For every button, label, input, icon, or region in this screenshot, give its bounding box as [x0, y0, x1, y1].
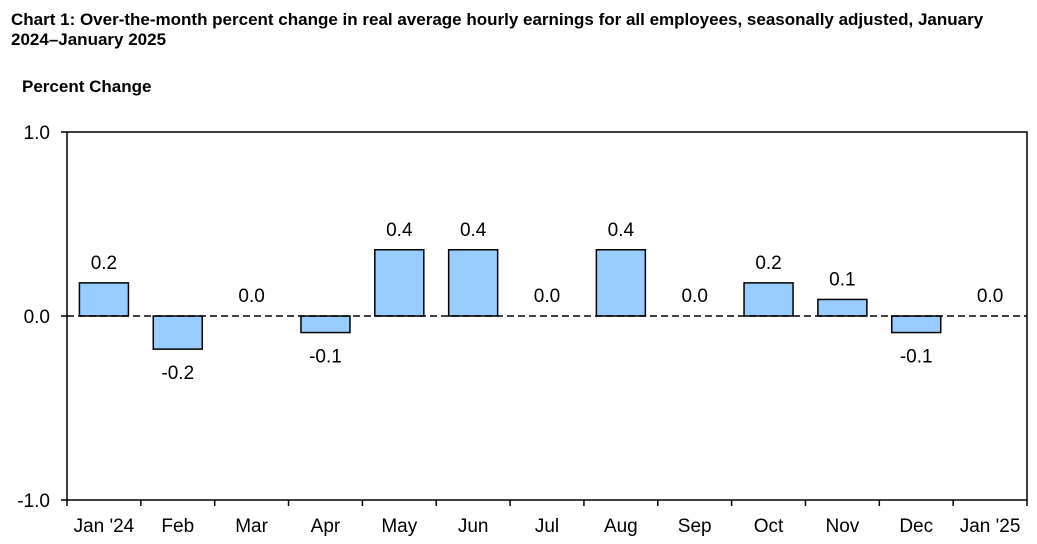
bar: [300, 315, 351, 334]
data-label: 0.4: [460, 220, 487, 241]
bar: [890, 315, 942, 334]
x-tick-label: Nov: [825, 516, 859, 537]
data-label: 0.0: [977, 286, 1003, 307]
x-tick-label: Sep: [678, 516, 712, 537]
x-tick-label: Dec: [899, 516, 933, 537]
y-tick-label: -1.0: [17, 491, 50, 512]
data-label: 0.1: [829, 269, 855, 290]
data-label: 0.4: [386, 220, 413, 241]
x-tick-label: Mar: [235, 516, 268, 537]
data-label: -0.1: [900, 347, 933, 368]
x-tick-label: Aug: [604, 516, 638, 537]
y-axis-label: Percent Change: [22, 77, 152, 96]
x-tick-label: Jan '25: [960, 516, 1021, 537]
x-tick-label: Jun: [458, 516, 489, 537]
data-label: -0.2: [161, 363, 194, 384]
chart-title: Chart 1: Over-the-month percent change i…: [11, 10, 984, 49]
data-label: -0.1: [309, 347, 342, 368]
bar: [743, 282, 794, 317]
data-label: 0.2: [91, 253, 117, 274]
data-label: 0.2: [755, 253, 781, 274]
data-label: 0.0: [534, 286, 560, 307]
data-label: 0.0: [238, 286, 264, 307]
x-tick-label: Jul: [535, 516, 559, 537]
bar: [374, 249, 425, 317]
bar: [595, 249, 647, 317]
bar: [152, 315, 204, 350]
data-label: 0.0: [681, 286, 707, 307]
bar: [817, 298, 868, 317]
x-tick-label: Oct: [754, 516, 784, 537]
bar: [447, 249, 499, 317]
x-tick-label: Feb: [161, 516, 194, 537]
x-tick-label: Jan '24: [74, 516, 135, 537]
y-tick-label: 0.0: [24, 307, 50, 328]
bar: [78, 282, 130, 317]
x-tick-label: May: [381, 516, 417, 537]
data-label: 0.4: [608, 220, 635, 241]
y-tick-label: 1.0: [24, 123, 50, 144]
x-tick-label: Apr: [311, 516, 341, 537]
